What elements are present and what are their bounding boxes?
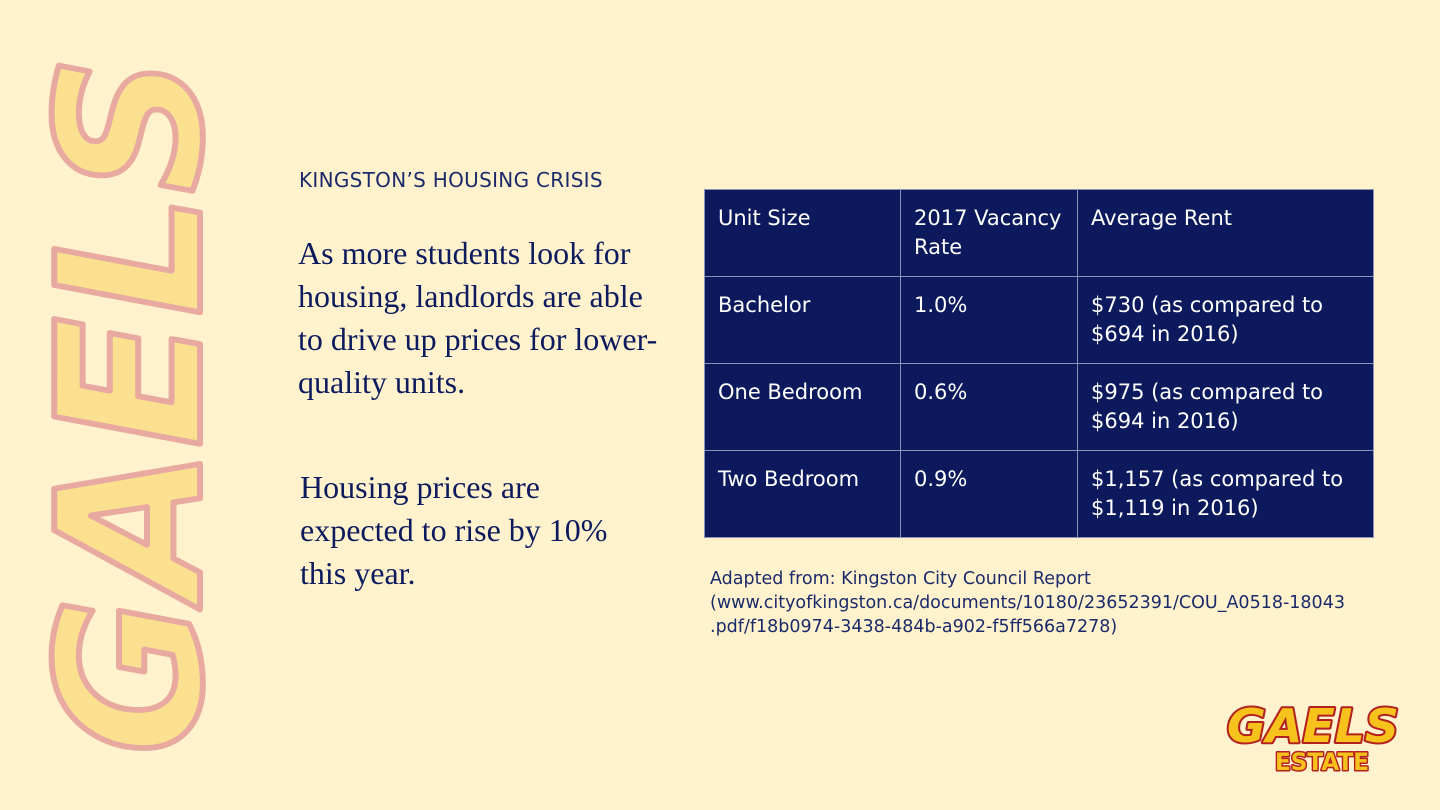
table-row: Bachelor 1.0% $730 (as compared to $694 … [704, 276, 1374, 364]
gaels-estate-logo: GAELS ESTATE [1222, 698, 1404, 774]
cell-average-rent: $730 (as compared to $694 in 2016) [1077, 276, 1374, 364]
side-wordmark-text: GAELS [38, 55, 248, 755]
cell-vacancy-rate: 0.9% [900, 450, 1078, 538]
cell-unit-size: Two Bedroom [704, 450, 901, 538]
cell-unit-size: Bachelor [704, 276, 901, 364]
slide-kicker: KINGSTON’S HOUSING CRISIS [299, 168, 603, 192]
cell-unit-size: One Bedroom [704, 363, 901, 451]
table-header-row: Unit Size 2017 Vacancy Rate Average Rent [704, 189, 1374, 277]
source-citation: Adapted from: Kingston City Council Repo… [710, 567, 1370, 639]
header-average-rent: Average Rent [1077, 189, 1374, 277]
gaels-side-wordmark: GAELS [38, 44, 248, 766]
cell-average-rent: $1,157 (as compared to $1,119 in 2016) [1077, 450, 1374, 538]
table-row: One Bedroom 0.6% $975 (as compared to $6… [704, 363, 1374, 451]
rent-table: Unit Size 2017 Vacancy Rate Average Rent… [704, 189, 1374, 538]
logo-text-estate: ESTATE [1275, 748, 1369, 774]
source-url-line: .pdf/f18b0974-3438-484b-a902-f5ff566a727… [710, 617, 1118, 637]
gaels-estate-logo-graphic: GAELS ESTATE [1225, 698, 1401, 774]
source-line: Adapted from: Kingston City Council Repo… [710, 569, 1091, 589]
gaels-wordmark-graphic: GAELS [38, 52, 248, 758]
source-url-line: (www.cityofkingston.ca/documents/10180/2… [710, 593, 1345, 613]
logo-text-gaels: GAELS [1227, 699, 1399, 753]
cell-vacancy-rate: 0.6% [900, 363, 1078, 451]
cell-average-rent: $975 (as compared to $694 in 2016) [1077, 363, 1374, 451]
body-paragraph-price-rise: Housing prices are expected to rise by 1… [300, 469, 608, 591]
header-unit-size: Unit Size [704, 189, 901, 277]
body-paragraph-students: As more students look for housing, landl… [298, 235, 658, 400]
table-row: Two Bedroom 0.9% $1,157 (as compared to … [704, 450, 1374, 538]
cell-vacancy-rate: 1.0% [900, 276, 1078, 364]
header-vacancy-rate: 2017 Vacancy Rate [900, 189, 1078, 277]
